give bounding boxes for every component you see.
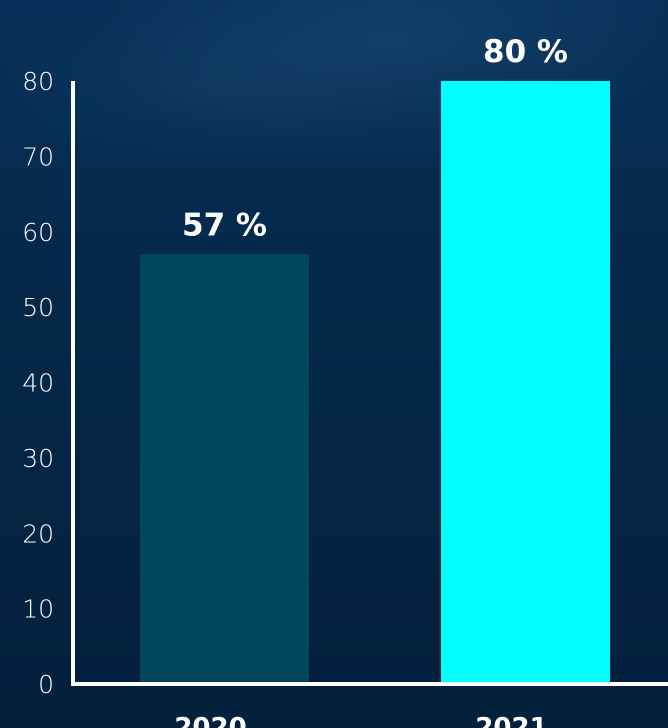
y-axis-ticks: 0 10 20 30 40 50 60 70 80: [22, 67, 54, 699]
bar-2020: [140, 254, 309, 685]
bars: [140, 81, 610, 685]
y-tick-label-0: 0: [38, 670, 54, 699]
y-tick-label-40: 40: [22, 369, 54, 398]
category-label-2020: 2020: [174, 713, 246, 728]
y-tick-label-70: 70: [22, 142, 54, 171]
y-tick-label-60: 60: [22, 218, 54, 247]
data-labels: 57 % 80 %: [182, 34, 568, 243]
y-tick-label-30: 30: [22, 444, 54, 473]
bar-2021: [441, 81, 610, 684]
category-label-2021: 2021: [475, 713, 547, 728]
data-label-2021: 80 %: [483, 34, 568, 70]
y-tick-label-10: 10: [22, 595, 54, 624]
y-tick-label-20: 20: [22, 519, 54, 548]
y-tick-label-80: 80: [22, 67, 54, 96]
y-tick-label-50: 50: [22, 293, 54, 322]
category-labels: 2020 2021: [174, 713, 547, 728]
data-label-2020: 57 %: [182, 207, 267, 243]
